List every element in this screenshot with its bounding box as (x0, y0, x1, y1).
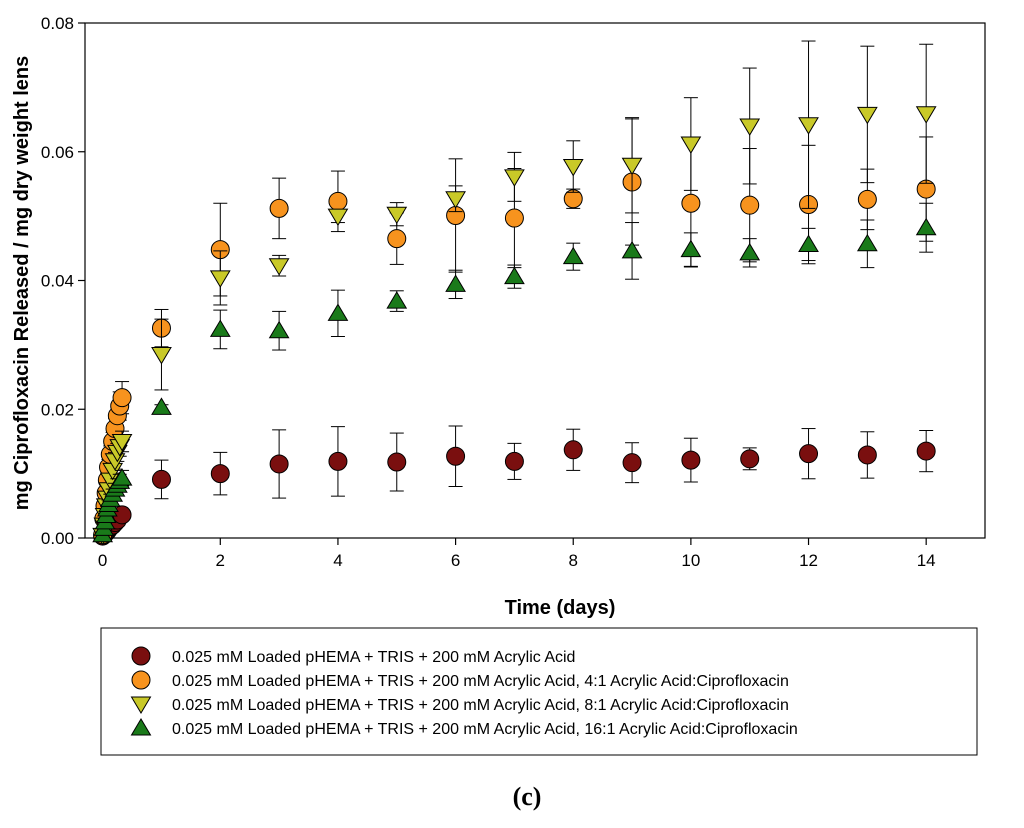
legend-label: 0.025 mM Loaded pHEMA + TRIS + 200 mM Ac… (172, 673, 789, 690)
data-point (798, 117, 819, 135)
data-point (739, 242, 761, 261)
legend: 0.025 mM Loaded pHEMA + TRIS + 200 mM Ac… (100, 627, 978, 756)
data-point (857, 189, 877, 209)
data-point (563, 440, 583, 460)
data-point (740, 449, 760, 469)
x-tick-label: 0 (98, 551, 107, 570)
data-point (856, 106, 878, 125)
data-point (681, 193, 701, 213)
data-point (328, 191, 348, 211)
x-tick-label: 4 (333, 551, 342, 570)
data-point (504, 266, 525, 285)
panel-label: (c) (513, 782, 542, 811)
data-point (112, 388, 132, 408)
x-tick-label: 12 (799, 551, 818, 570)
legend-label: 0.025 mM Loaded pHEMA + TRIS + 200 mM Ac… (172, 649, 575, 666)
x-tick-label: 10 (681, 551, 700, 570)
data-point (681, 450, 701, 470)
data-point (915, 217, 937, 236)
data-point (562, 246, 584, 265)
data-point (209, 319, 231, 337)
data-point (269, 454, 289, 474)
legend-marker (130, 696, 152, 714)
series-1 (93, 425, 936, 546)
data-point (504, 208, 524, 228)
legend-marker (131, 646, 151, 666)
data-point (445, 274, 466, 292)
y-tick-label: 0.02 (41, 400, 74, 419)
x-tick-label: 6 (451, 551, 460, 570)
data-point (445, 191, 466, 209)
data-point (740, 195, 760, 215)
legend-marker (130, 718, 152, 736)
data-point (268, 320, 290, 339)
data-point (446, 446, 466, 466)
y-axis: 0.00 0.02 0.04 0.06 0.08 (41, 14, 85, 548)
data-point (111, 468, 133, 486)
data-point (680, 239, 702, 258)
data-point (739, 118, 761, 136)
data-point (562, 159, 584, 177)
data-point (799, 444, 819, 464)
data-point (151, 469, 171, 489)
y-axis-title: mg Ciprofloxacin Released / mg dry weigh… (11, 56, 33, 511)
y-tick-label: 0.06 (41, 143, 74, 162)
data-point (327, 208, 349, 227)
x-tick-label: 14 (917, 551, 936, 570)
x-tick-label: 8 (569, 551, 578, 570)
data-point (210, 464, 230, 484)
legend-label: 0.025 mM Loaded pHEMA + TRIS + 200 mM Ac… (172, 721, 798, 738)
legend-box (100, 627, 978, 756)
data-point (857, 445, 877, 465)
legend-label: 0.025 mM Loaded pHEMA + TRIS + 200 mM Ac… (172, 697, 789, 714)
y-tick-label: 0.04 (41, 272, 74, 291)
data-point (387, 229, 407, 249)
data-point (327, 303, 349, 321)
series-layer (92, 40, 937, 546)
data-point (151, 397, 172, 415)
data-point (916, 441, 936, 461)
data-point (386, 291, 408, 309)
data-point (111, 433, 133, 452)
y-tick-label: 0.08 (41, 14, 74, 33)
data-point (386, 206, 408, 225)
x-axis: 0 2 4 6 8 10 12 14 (98, 538, 936, 570)
data-point (622, 453, 642, 473)
data-point (798, 234, 819, 252)
data-point (621, 157, 643, 176)
data-point (680, 136, 702, 155)
data-point (504, 169, 525, 187)
data-point (209, 270, 231, 288)
x-axis-title: Time (days) (505, 597, 616, 619)
data-point (504, 451, 524, 471)
data-point (151, 347, 172, 365)
data-point (387, 452, 407, 472)
data-point (328, 451, 348, 471)
data-point (856, 233, 878, 252)
data-point (621, 240, 643, 259)
data-point (269, 198, 289, 218)
y-tick-label: 0.00 (41, 529, 74, 548)
data-point (268, 258, 290, 276)
x-tick-label: 2 (216, 551, 225, 570)
legend-marker (131, 670, 151, 690)
series-4 (92, 202, 937, 543)
data-point (915, 106, 937, 124)
